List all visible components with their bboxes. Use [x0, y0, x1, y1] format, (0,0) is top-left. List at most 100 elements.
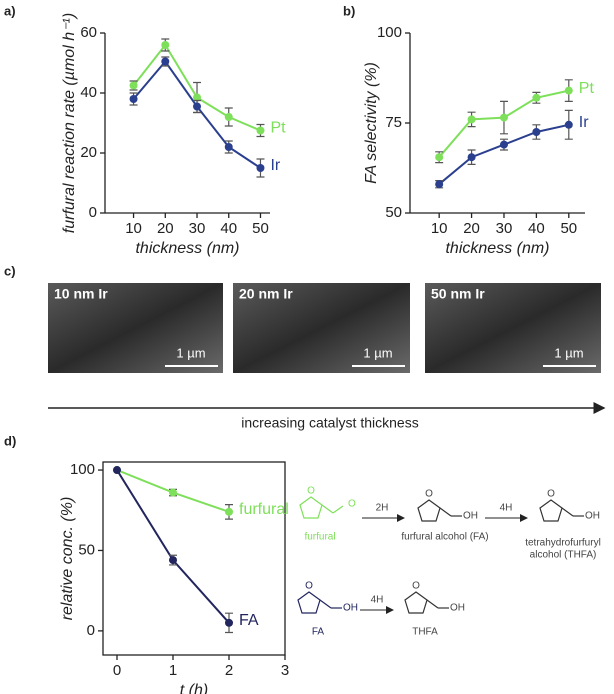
plot-frame: [102, 461, 286, 656]
scale-label: 1 µm: [363, 345, 392, 360]
y-tick-label: 50: [78, 541, 95, 558]
atom: O: [305, 581, 313, 592]
x-tick-label: 40: [528, 220, 545, 237]
y-tick-label: 40: [80, 84, 97, 101]
molecule-name: FA: [312, 627, 325, 638]
molecule-name: furfural: [304, 532, 335, 543]
molecule: [417, 499, 462, 522]
sem-label: 20 nm Ir: [239, 286, 293, 302]
point: [435, 153, 444, 162]
molecule-name: tetrahydrofurfuryl: [525, 538, 601, 549]
molecule: [299, 496, 344, 519]
point: [129, 95, 138, 103]
point: [499, 113, 508, 122]
x-tick-label: 20: [157, 220, 174, 237]
arrow-label: 2H: [376, 503, 389, 514]
atom: OH: [463, 511, 478, 522]
scale-label: 1 µm: [176, 345, 205, 360]
molecule-name: alcohol (THFA): [530, 550, 597, 561]
y-tick-label: 75: [385, 114, 402, 131]
point: [564, 120, 573, 129]
x-tick-label: 3: [281, 662, 289, 679]
panel-label: b): [343, 3, 355, 18]
molecule-name: THFA: [412, 627, 438, 638]
point: [193, 93, 202, 102]
sem-image: [233, 283, 410, 373]
arrow-label: 4H: [500, 503, 513, 514]
point: [225, 507, 233, 516]
point: [225, 618, 233, 627]
x-tick-label: 30: [189, 220, 206, 237]
panel-label: c): [4, 263, 16, 278]
point: [435, 180, 444, 189]
molecule: [539, 499, 584, 522]
series-label: FA: [239, 612, 259, 629]
molecule: [297, 591, 342, 614]
sem-label: 50 nm Ir: [431, 286, 485, 302]
x-tick-label: 10: [125, 220, 142, 237]
molecule: [404, 591, 449, 614]
atom: O: [348, 499, 356, 510]
point: [256, 126, 265, 135]
point: [256, 164, 265, 172]
sem-panel: 10 nm Ir 20 nm Ir 50 nm Ir 1 µm 1 µm 1 µ…: [48, 283, 606, 431]
point: [161, 41, 170, 49]
series-label: furfural: [239, 501, 289, 518]
y-axis-label: relative conc. (%): [59, 497, 76, 621]
y-tick-label: 0: [89, 204, 97, 221]
x-tick-label: 40: [220, 220, 237, 237]
x-tick-label: 10: [431, 220, 448, 237]
series-label: Pt: [270, 120, 286, 137]
molecule-name: furfural alcohol (FA): [401, 532, 488, 543]
point: [564, 86, 573, 95]
y-tick-label: 100: [70, 461, 95, 478]
point: [532, 128, 541, 136]
point: [129, 81, 138, 90]
y-tick-label: 0: [87, 622, 95, 639]
point: [169, 488, 177, 497]
x-tick-label: 20: [463, 220, 480, 237]
point: [224, 143, 233, 151]
atom: O: [307, 486, 315, 497]
point: [113, 466, 121, 475]
x-tick-label: 1: [169, 662, 177, 679]
sem-image: [425, 283, 601, 373]
atom: O: [425, 489, 433, 500]
series-label: Ir: [270, 157, 280, 174]
point: [467, 115, 476, 124]
panel-label: d): [4, 433, 16, 448]
x-axis-label: thickness (nm): [135, 240, 239, 257]
y-tick-label: 60: [80, 24, 97, 41]
series-label: Pt: [579, 80, 595, 97]
atom: OH: [450, 603, 465, 614]
panel-label: a): [4, 3, 16, 18]
sem-image: [48, 283, 223, 373]
point: [193, 102, 202, 111]
x-axis-label: thickness (nm): [445, 240, 549, 257]
point: [161, 57, 170, 66]
x-tick-label: 0: [113, 662, 121, 679]
y-axis-label: FA selectivity (%): [363, 62, 380, 184]
point: [169, 556, 177, 565]
atom: O: [412, 581, 420, 592]
series-label: Ir: [579, 114, 589, 131]
atom: O: [547, 489, 555, 500]
y-axis-label: furfural reaction rate (µmol h⁻¹): [61, 13, 78, 233]
y-tick-label: 50: [385, 204, 402, 221]
point: [532, 93, 541, 102]
y-tick-label: 20: [80, 144, 97, 161]
atom: OH: [343, 603, 358, 614]
x-tick-label: 50: [252, 220, 269, 237]
sem-caption: increasing catalyst thickness: [241, 415, 418, 431]
arrow-label: 4H: [371, 595, 384, 606]
atom: OH: [585, 511, 600, 522]
x-axis-label: t (h): [180, 682, 208, 694]
point: [467, 153, 476, 162]
x-tick-label: 2: [225, 662, 233, 679]
series-line: [132, 59, 262, 169]
y-tick-label: 100: [377, 24, 402, 41]
x-tick-label: 30: [496, 220, 513, 237]
point: [499, 140, 508, 149]
sem-label: 10 nm Ir: [54, 286, 108, 302]
